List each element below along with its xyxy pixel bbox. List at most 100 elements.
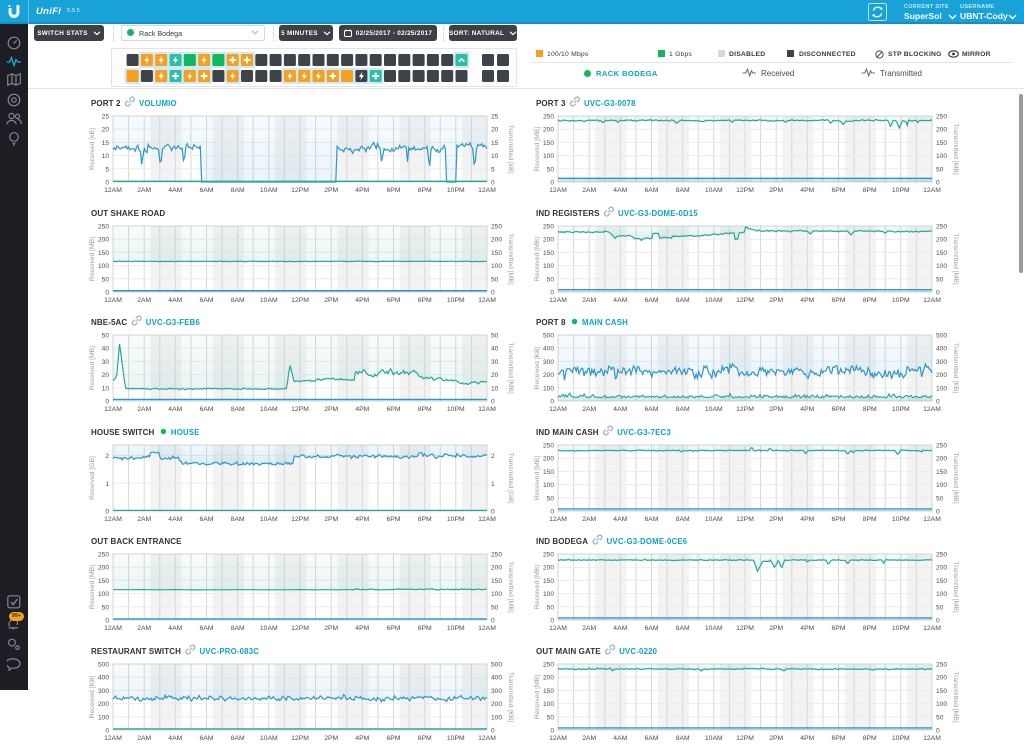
svg-text:6PM: 6PM: [832, 735, 846, 742]
svg-text:Transmitted [MB]: Transmitted [MB]: [952, 452, 959, 504]
svg-text:2PM: 2PM: [769, 516, 783, 523]
svg-text:6AM: 6AM: [200, 625, 214, 632]
svg-text:4AM: 4AM: [168, 297, 182, 304]
svg-text:300: 300: [543, 359, 554, 366]
svg-text:6AM: 6AM: [200, 187, 214, 194]
svg-text:OUT BACK ENTRANCE: OUT BACK ENTRANCE: [91, 537, 182, 546]
svg-text:5: 5: [105, 166, 109, 173]
svg-text:8PM: 8PM: [863, 735, 877, 742]
svg-text:150: 150: [491, 578, 502, 585]
svg-text:400: 400: [491, 675, 502, 682]
svg-text:200: 200: [491, 237, 502, 244]
svg-text:2AM: 2AM: [582, 297, 596, 304]
svg-text:4AM: 4AM: [613, 406, 627, 413]
svg-text:100: 100: [98, 591, 109, 598]
svg-text:8AM: 8AM: [676, 297, 690, 304]
svg-text:100: 100: [936, 385, 947, 392]
svg-text:6AM: 6AM: [645, 187, 659, 194]
svg-text:50: 50: [491, 276, 499, 283]
svg-text:2PM: 2PM: [324, 516, 338, 523]
svg-text:500: 500: [98, 662, 109, 669]
svg-text:400: 400: [98, 675, 109, 682]
svg-text:200: 200: [936, 127, 947, 134]
svg-text:PORT 8: PORT 8: [536, 318, 566, 327]
svg-text:Transmitted [MB]: Transmitted [MB]: [507, 233, 514, 285]
svg-text:1: 1: [491, 481, 495, 488]
svg-text:6AM: 6AM: [645, 625, 659, 632]
svg-text:4PM: 4PM: [355, 735, 369, 742]
svg-text:4PM: 4PM: [355, 297, 369, 304]
svg-text:4PM: 4PM: [355, 406, 369, 413]
svg-text:12AM: 12AM: [923, 625, 941, 632]
svg-text:UVC-G3-DOME-0D15: UVC-G3-DOME-0D15: [618, 209, 698, 218]
svg-text:Received [MB]: Received [MB]: [534, 127, 541, 171]
svg-text:UVC-PRO-083C: UVC-PRO-083C: [200, 647, 260, 656]
svg-text:250: 250: [936, 114, 947, 121]
svg-text:250: 250: [936, 224, 947, 231]
svg-text:6AM: 6AM: [200, 735, 214, 742]
svg-text:6PM: 6PM: [387, 297, 401, 304]
svg-text:100: 100: [543, 263, 554, 270]
svg-text:0: 0: [550, 618, 554, 625]
svg-text:300: 300: [491, 688, 502, 695]
svg-text:8PM: 8PM: [863, 406, 877, 413]
svg-text:100: 100: [491, 714, 502, 721]
svg-text:0: 0: [936, 180, 940, 187]
svg-text:100: 100: [543, 153, 554, 160]
svg-text:200: 200: [543, 456, 554, 463]
svg-text:20: 20: [102, 372, 110, 379]
svg-text:2AM: 2AM: [137, 297, 151, 304]
svg-text:200: 200: [491, 565, 502, 572]
svg-text:8AM: 8AM: [676, 406, 690, 413]
svg-text:8AM: 8AM: [676, 187, 690, 194]
svg-text:1: 1: [105, 481, 109, 488]
svg-text:200: 200: [936, 372, 947, 379]
svg-text:UVC-G3-DOME-0CE6: UVC-G3-DOME-0CE6: [607, 537, 688, 546]
svg-text:8AM: 8AM: [231, 406, 245, 413]
svg-text:6AM: 6AM: [645, 297, 659, 304]
svg-text:250: 250: [936, 552, 947, 559]
svg-text:0: 0: [491, 509, 495, 516]
svg-text:8AM: 8AM: [231, 297, 245, 304]
svg-text:NBE-5AC: NBE-5AC: [91, 318, 127, 327]
svg-text:4PM: 4PM: [355, 516, 369, 523]
svg-text:10PM: 10PM: [892, 625, 910, 632]
svg-text:12AM: 12AM: [478, 516, 496, 523]
svg-text:10PM: 10PM: [447, 735, 465, 742]
svg-text:200: 200: [98, 565, 109, 572]
svg-text:OUT MAIN GATE: OUT MAIN GATE: [536, 647, 601, 656]
svg-text:4PM: 4PM: [355, 187, 369, 194]
svg-text:4PM: 4PM: [800, 625, 814, 632]
svg-text:100: 100: [543, 482, 554, 489]
svg-text:150: 150: [936, 250, 947, 257]
svg-text:10PM: 10PM: [447, 187, 465, 194]
svg-text:Received [KB]: Received [KB]: [89, 675, 96, 718]
svg-text:Transmitted [GB]: Transmitted [GB]: [507, 452, 514, 503]
svg-text:0: 0: [936, 728, 940, 735]
svg-text:10AM: 10AM: [705, 735, 723, 742]
svg-text:12PM: 12PM: [736, 516, 754, 523]
svg-text:30: 30: [102, 359, 110, 366]
svg-text:50: 50: [102, 333, 110, 340]
svg-text:4AM: 4AM: [613, 625, 627, 632]
svg-text:12AM: 12AM: [549, 297, 567, 304]
svg-text:10PM: 10PM: [447, 516, 465, 523]
svg-text:50: 50: [547, 604, 555, 611]
svg-text:Received [MB]: Received [MB]: [534, 456, 541, 500]
svg-text:30: 30: [491, 359, 499, 366]
svg-text:100: 100: [936, 591, 947, 598]
svg-text:2PM: 2PM: [769, 406, 783, 413]
svg-text:200: 200: [936, 456, 947, 463]
svg-text:250: 250: [543, 114, 554, 121]
svg-text:0: 0: [936, 509, 940, 516]
svg-text:UVC-G3-FEB6: UVC-G3-FEB6: [146, 318, 201, 327]
svg-text:250: 250: [98, 552, 109, 559]
svg-text:0: 0: [105, 618, 109, 625]
svg-text:4PM: 4PM: [800, 406, 814, 413]
svg-text:250: 250: [543, 443, 554, 450]
svg-text:MAIN CASH: MAIN CASH: [582, 318, 628, 327]
svg-text:Transmitted [MB]: Transmitted [MB]: [952, 561, 959, 613]
svg-text:6PM: 6PM: [832, 187, 846, 194]
svg-text:12AM: 12AM: [104, 187, 122, 194]
svg-text:2AM: 2AM: [137, 187, 151, 194]
